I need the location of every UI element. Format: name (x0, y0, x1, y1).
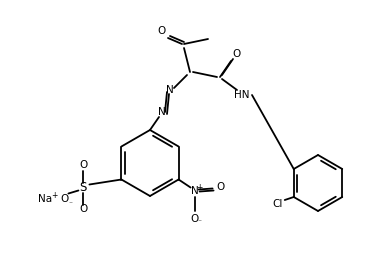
Text: Cl: Cl (272, 199, 283, 209)
Text: HN: HN (234, 90, 250, 100)
Text: O: O (79, 205, 87, 215)
Text: N: N (166, 85, 174, 95)
Text: +: + (196, 183, 203, 192)
Text: O: O (191, 214, 199, 223)
Text: O: O (79, 161, 87, 170)
Text: O: O (158, 26, 166, 36)
Text: O: O (60, 195, 69, 205)
Text: O: O (233, 49, 241, 59)
Text: +: + (51, 191, 58, 200)
Text: Na: Na (38, 195, 53, 205)
Text: N: N (158, 107, 166, 117)
Text: ⁻: ⁻ (198, 217, 201, 226)
Text: S: S (80, 181, 87, 194)
Text: O: O (216, 182, 225, 191)
Text: ⁻: ⁻ (69, 199, 73, 208)
Text: N: N (191, 187, 198, 197)
